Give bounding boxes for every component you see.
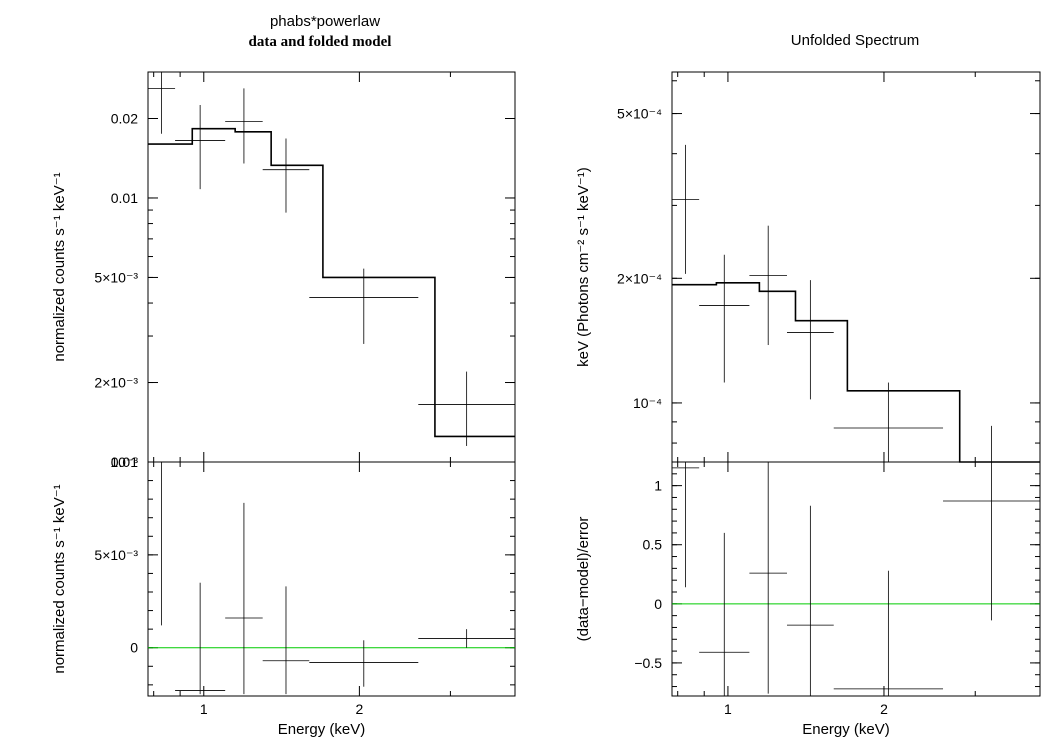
right-bottom-panel: 1 0.5 0 −0.5 1 2 Energy (keV) (data−model)/erro… <box>575 461 1041 738</box>
y-tick-label: 5×10⁻⁴ <box>617 106 662 122</box>
y-tick-label: 0.02 <box>111 110 138 126</box>
data-point <box>225 88 263 164</box>
plot-frame <box>147 71 516 463</box>
y-tick-label: 0.01 <box>111 454 138 470</box>
left-bottom-panel: 0.01 5×10⁻³ 0 1 2 Energy (keV) normalized coun… <box>51 454 516 738</box>
left-top-panel: 0.02 0.01 5×10⁻³ 2×10⁻³ 10⁻³ normalized count… <box>51 71 516 470</box>
data-point <box>148 461 176 626</box>
y-tick-label: 10⁻⁴ <box>633 395 662 411</box>
left-subtitle: data and folded model <box>249 34 392 50</box>
y-tick-label: 5×10⁻³ <box>94 269 138 285</box>
x-tick-label: 2 <box>355 701 363 717</box>
data-point <box>833 570 944 696</box>
data-point <box>418 629 515 648</box>
y-axis-label: (data−model)/error <box>575 517 592 642</box>
data-point <box>786 280 834 400</box>
data-point <box>175 582 226 695</box>
left-title: phabs*powerlaw <box>270 13 380 30</box>
y-tick-label: 0 <box>654 596 662 612</box>
plot-frame <box>671 461 1041 697</box>
data-point <box>749 225 787 346</box>
y-tick-label: 5×10⁻³ <box>94 547 138 563</box>
data-point <box>309 268 419 344</box>
data-point <box>148 72 176 134</box>
data-point <box>699 532 750 696</box>
data-point <box>749 462 787 694</box>
y-tick-label: 2×10⁻⁴ <box>617 270 662 286</box>
data-point <box>309 640 419 687</box>
right-title: Unfolded Spectrum <box>791 32 919 49</box>
y-axis-label: normalized counts s⁻¹ keV⁻¹ <box>51 484 68 673</box>
x-axis-label: Energy (keV) <box>802 721 890 738</box>
model-step-line <box>148 127 515 438</box>
y-tick-label: 0 <box>130 640 138 656</box>
data-point <box>833 382 944 462</box>
data-point <box>225 502 263 695</box>
data-point <box>175 104 226 190</box>
y-axis-label: normalized counts s⁻¹ keV⁻¹ <box>51 172 68 361</box>
data-point <box>786 505 834 696</box>
y-tick-label: 0.5 <box>643 537 663 553</box>
x-tick-label: 1 <box>724 701 732 717</box>
plot-frame <box>147 461 516 697</box>
data-point <box>943 462 1040 621</box>
x-axis-label: Energy (keV) <box>278 721 366 738</box>
data-point <box>262 138 310 213</box>
data-point <box>699 254 750 383</box>
y-axis-label: keV (Photons cm⁻² s⁻¹ keV⁻¹) <box>575 167 592 367</box>
y-tick-label: 10⁻³ <box>110 454 138 470</box>
y-tick-label: 1 <box>654 478 662 494</box>
data-point <box>943 425 1040 463</box>
y-tick-label: −0.5 <box>634 655 662 671</box>
model-step-line <box>672 282 1040 463</box>
x-tick-label: 2 <box>880 701 888 717</box>
y-tick-label: 0.01 <box>111 190 138 206</box>
data-point <box>672 462 700 588</box>
right-top-panel: 5×10⁻⁴ 2×10⁻⁴ 10⁻⁴ keV (Photons cm⁻² s⁻¹ ke… <box>575 71 1041 463</box>
y-tick-label: 2×10⁻³ <box>94 375 138 391</box>
x-tick-label: 1 <box>200 701 208 717</box>
data-point <box>418 371 515 446</box>
data-point <box>672 144 700 274</box>
data-point <box>262 586 310 695</box>
plot-frame <box>671 71 1041 463</box>
